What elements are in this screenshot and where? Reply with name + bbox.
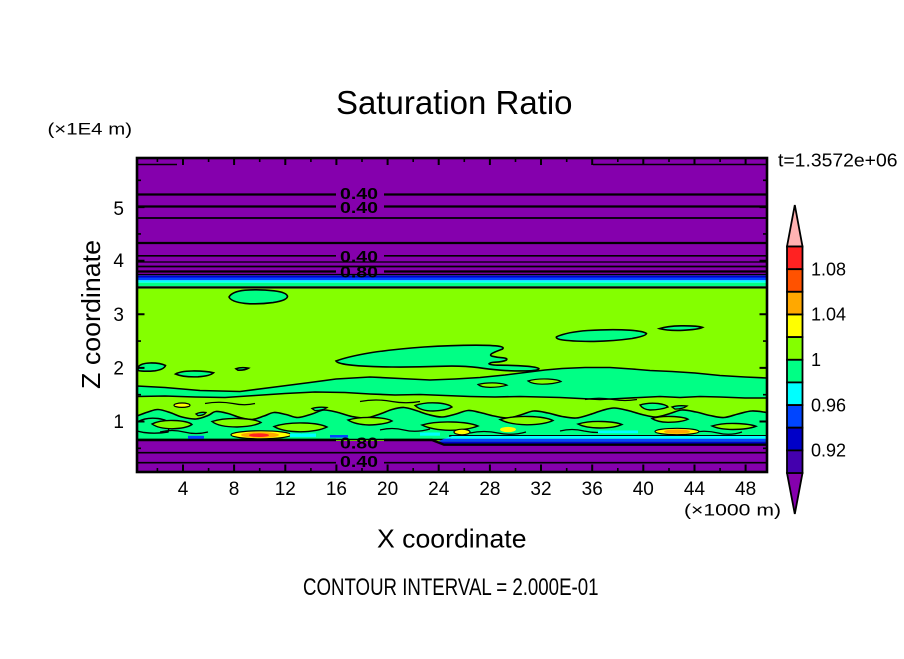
svg-text:0.80: 0.80 — [340, 435, 378, 452]
svg-text:24: 24 — [428, 479, 450, 500]
svg-text:16: 16 — [326, 479, 347, 500]
svg-text:8: 8 — [229, 479, 240, 500]
svg-text:44: 44 — [684, 479, 706, 500]
svg-text:0.92: 0.92 — [811, 441, 846, 461]
svg-text:0.96: 0.96 — [811, 395, 846, 415]
svg-text:0.40: 0.40 — [340, 249, 378, 266]
svg-text:1.04: 1.04 — [811, 305, 846, 325]
svg-text:0.40: 0.40 — [340, 454, 378, 471]
svg-text:40: 40 — [633, 479, 654, 500]
svg-text:Z coordinate: Z coordinate — [76, 240, 106, 389]
svg-text:3: 3 — [113, 305, 124, 326]
svg-text:1: 1 — [811, 350, 821, 370]
svg-text:4: 4 — [113, 251, 124, 272]
svg-text:X coordinate: X coordinate — [377, 524, 527, 554]
svg-text:0.80: 0.80 — [340, 265, 378, 282]
svg-text:0.40: 0.40 — [340, 186, 378, 203]
svg-text:1.08: 1.08 — [811, 259, 846, 279]
svg-text:48: 48 — [735, 479, 756, 500]
svg-text:5: 5 — [113, 199, 124, 220]
svg-text:2: 2 — [113, 358, 124, 379]
svg-text:36: 36 — [582, 479, 603, 500]
svg-text:(×1E4 m): (×1E4 m) — [48, 121, 133, 139]
svg-text:CONTOUR INTERVAL = 2.000E-01: CONTOUR INTERVAL = 2.000E-01 — [303, 574, 599, 601]
svg-text:20: 20 — [377, 479, 398, 500]
svg-text:(×1000 m): (×1000 m) — [684, 502, 781, 520]
svg-text:0.40: 0.40 — [340, 200, 378, 217]
svg-text:28: 28 — [479, 479, 500, 500]
svg-text:Saturation Ratio: Saturation Ratio — [336, 84, 573, 121]
svg-text:32: 32 — [530, 479, 551, 500]
svg-text:12: 12 — [275, 479, 296, 500]
svg-text:4: 4 — [178, 479, 189, 500]
svg-text:1: 1 — [113, 412, 124, 433]
svg-text:t=1.3572e+06: t=1.3572e+06 — [778, 150, 898, 171]
